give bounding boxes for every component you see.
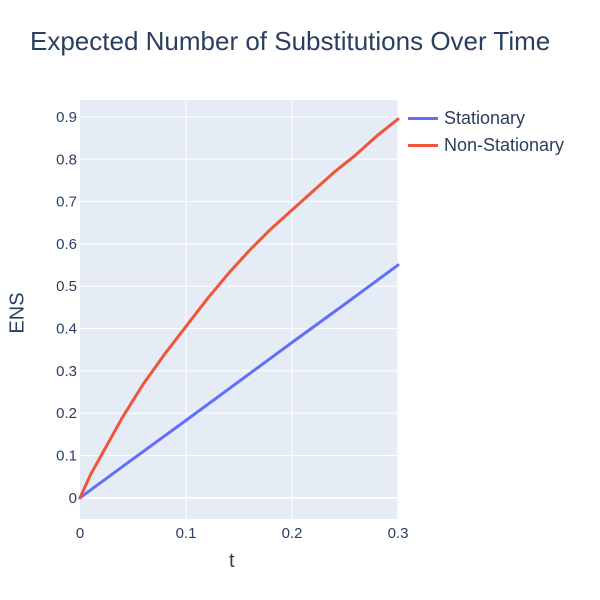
y-tick-label-1: 0.1 [56, 448, 77, 465]
chart-title: Expected Number of Substitutions Over Ti… [30, 26, 551, 56]
x-tick-label-0: 0 [76, 525, 84, 542]
x-tick-label-2: 0.2 [282, 525, 303, 542]
y-axis-title: ENS [6, 292, 29, 334]
y-tick-label-7: 0.7 [56, 194, 77, 211]
x-tick-label-1: 0.1 [176, 525, 197, 542]
x-tick-label-3: 0.3 [388, 525, 409, 542]
y-tick-label-6: 0.6 [56, 236, 77, 253]
legend-label-stationary: Stationary [444, 108, 526, 128]
y-tick-label-0: 0 [69, 490, 77, 507]
x-axis-title: t [229, 550, 235, 572]
y-tick-label-3: 0.3 [56, 363, 77, 380]
legend-item-non-stationary[interactable]: Non-Stationary [408, 132, 564, 159]
legend-label-non-stationary: Non-Stationary [444, 135, 565, 155]
series-line-non-stationary [78, 117, 400, 500]
y-tick-label-2: 0.2 [56, 405, 77, 422]
y-tick-label-4: 0.4 [56, 321, 77, 338]
y-tick-label-5: 0.5 [56, 278, 77, 295]
legend-item-stationary[interactable]: Stationary [408, 105, 564, 132]
y-tick-label-8: 0.8 [56, 151, 77, 168]
legend-swatch-non-stationary [408, 144, 438, 147]
legend-swatch-stationary [408, 117, 438, 120]
y-tick-label-9: 0.9 [56, 109, 77, 126]
legend: Stationary Non-Stationary [408, 105, 564, 159]
series-line-stationary [78, 263, 400, 500]
plot-background [80, 100, 398, 519]
